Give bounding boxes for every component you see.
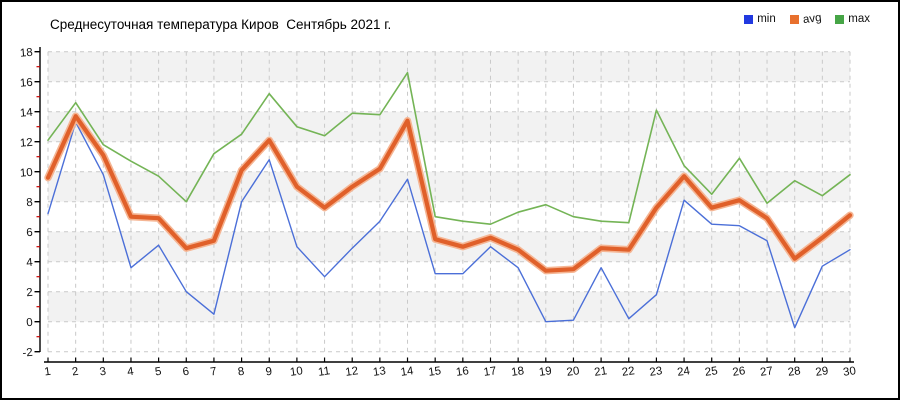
y-tick-label: 0: [26, 317, 33, 330]
legend: min avg max: [744, 11, 870, 27]
y-tick-label: 6: [26, 227, 33, 240]
y-tick-label: 10: [19, 167, 33, 180]
y-tick-label: 2: [26, 287, 33, 300]
x-tick-label: 21: [594, 365, 608, 379]
min-series-line: [47, 121, 851, 329]
x-tick-label: 30: [842, 365, 856, 379]
x-tick-label: 10: [289, 365, 303, 379]
avg-series-line: [45, 114, 853, 273]
x-tick-label: 6: [182, 366, 190, 379]
y-axis: -2 0 2 4 6 8 10 12 14 16 18: [19, 47, 41, 360]
x-tick-label: 1: [44, 366, 52, 379]
legend-item-max: max: [835, 13, 870, 25]
x-tick-label: 18: [511, 365, 525, 379]
x-tick-label: 25: [704, 365, 718, 379]
y-tick-label: 14: [19, 107, 33, 120]
legend-label-avg: avg: [802, 11, 822, 27]
x-tick-label: 26: [732, 365, 746, 379]
x-tick-label: 5: [154, 366, 162, 379]
x-tick-label: 11: [317, 365, 331, 379]
x-tick-label: 3: [99, 366, 107, 379]
y-tick-label: -2: [22, 347, 33, 360]
legend-item-min: min: [744, 13, 776, 25]
avg-series-swatch-icon: [789, 14, 799, 24]
y-tick-label: 12: [19, 137, 33, 150]
legend-item-avg: avg: [789, 11, 822, 27]
y-tick-label: 18: [19, 47, 33, 60]
x-tick-label: 12: [345, 365, 359, 379]
x-tick-label: 23: [649, 365, 663, 379]
x-axis: 1 2 3 4 5 6 7 8 9 10 11 12 13 14 15 16 17 18 19 20 21 22 23 24 2…: [44, 357, 857, 379]
min-series-swatch-icon: [744, 14, 754, 24]
chart-title: Среднесуточная температура Киров Сентябр…: [50, 17, 392, 32]
x-tick-label: 8: [237, 366, 245, 379]
x-tick-label: 27: [759, 365, 773, 379]
gridlines: [47, 51, 851, 353]
y-tick-label: 4: [26, 257, 34, 270]
x-tick-label: 20: [566, 365, 580, 379]
x-tick-label: 2: [71, 366, 79, 379]
x-tick-label: 28: [787, 365, 801, 379]
x-tick-label: 22: [621, 365, 635, 379]
legend-label-min: min: [757, 13, 776, 25]
x-tick-label: 29: [815, 365, 829, 379]
x-tick-label: 15: [428, 365, 442, 379]
x-tick-label: 4: [127, 366, 136, 379]
x-tick-label: 24: [676, 365, 691, 379]
x-tick-label: 9: [265, 366, 273, 379]
plot-background-bands: [48, 51, 850, 322]
y-tick-label: 8: [26, 197, 33, 210]
max-series-swatch-icon: [835, 14, 845, 24]
max-series-line: [47, 71, 851, 225]
legend-label-max: max: [848, 13, 870, 25]
x-tick-label: 17: [483, 365, 497, 379]
x-tick-label: 7: [210, 366, 218, 379]
x-tick-label: 19: [538, 365, 552, 379]
x-tick-label: 14: [400, 365, 415, 379]
x-tick-label: 16: [455, 365, 469, 379]
x-tick-label: 13: [372, 365, 386, 379]
y-tick-label: 16: [19, 77, 33, 90]
